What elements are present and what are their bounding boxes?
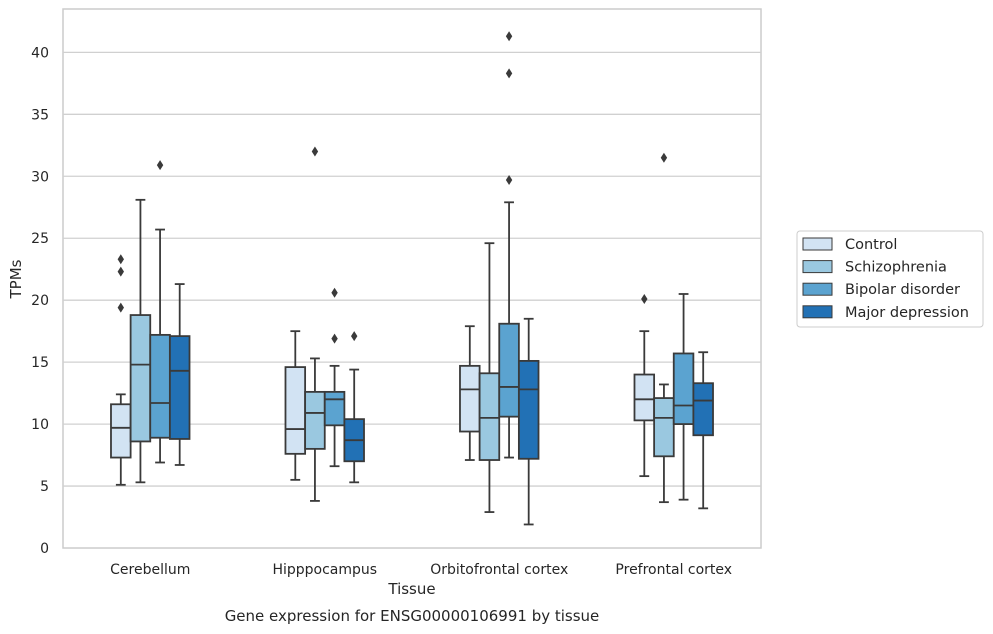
box-bipolar-disorder: [672, 293, 695, 501]
y-tick-label: 30: [31, 169, 49, 185]
x-axis-label: Tissue: [387, 580, 435, 598]
box-major-depression: [343, 331, 365, 484]
outlier-point: [117, 254, 125, 265]
y-axis-ticks: 0 5 10 15 20 25 30 35 40: [31, 45, 49, 557]
x-axis-ticks: Cerebellum Hipppocampus Orbitofrontal cort…: [110, 562, 732, 578]
legend-label: Control: [845, 237, 897, 253]
legend: Control Schizophrenia Bipolar disorder Majo…: [796, 230, 984, 328]
box-iqr: [653, 397, 675, 458]
box-schizophrenia: [653, 152, 675, 504]
legend-label: Major depression: [845, 305, 969, 321]
legend-label: Schizophrenia: [845, 260, 947, 276]
y-tick-label: 35: [31, 107, 49, 123]
y-tick-label: 25: [31, 231, 49, 247]
box-iqr: [323, 390, 346, 427]
box-bipolar-disorder: [498, 31, 520, 459]
plot-area: [62, 8, 762, 549]
outlier-point: [641, 293, 648, 304]
box-bipolar-disorder: [323, 287, 346, 468]
y-tick-label: 5: [40, 479, 49, 495]
box-iqr: [459, 364, 481, 433]
x-tick-label: Prefrontal cortex: [615, 562, 732, 578]
y-tick-label: 15: [31, 355, 49, 371]
outlier-point: [331, 287, 338, 298]
outlier-point: [505, 174, 513, 185]
box-iqr: [672, 352, 695, 425]
outlier-point: [505, 68, 513, 79]
outlier-point: [331, 333, 338, 344]
y-tick-label: 0: [40, 541, 49, 557]
legend-swatch: [802, 282, 833, 296]
legend-swatch: [802, 260, 833, 274]
box-iqr: [633, 373, 656, 422]
box-groups: [110, 31, 714, 526]
box-iqr: [517, 359, 540, 460]
box-iqr: [478, 372, 501, 461]
legend-frame: [796, 230, 984, 328]
box-major-depression: [168, 283, 191, 466]
x-tick-label: Cerebellum: [110, 562, 190, 578]
box-iqr: [110, 403, 132, 459]
box-iqr: [168, 335, 191, 440]
outlier-point: [311, 146, 319, 157]
box-control: [459, 325, 481, 461]
box-iqr: [498, 322, 520, 418]
box-iqr: [284, 366, 307, 455]
outlier-point: [156, 160, 164, 171]
box-control: [110, 254, 132, 486]
outlier-point: [117, 266, 125, 277]
box-schizophrenia: [478, 242, 501, 513]
box-iqr: [304, 390, 326, 450]
chart-caption: Gene expression for ENSG00000106991 by t…: [225, 607, 600, 625]
outlier-point: [660, 152, 668, 163]
box-iqr: [149, 333, 171, 439]
box-major-depression: [692, 351, 714, 510]
x-tick-label: Hipppocampus: [272, 562, 377, 578]
y-tick-label: 40: [31, 45, 49, 61]
box-major-depression: [517, 317, 540, 526]
y-axis-label: TPMs: [7, 259, 25, 299]
box-iqr: [129, 314, 152, 443]
legend-swatch: [802, 305, 833, 319]
outlier-point: [350, 331, 358, 342]
box-control: [284, 330, 307, 481]
box-iqr: [692, 382, 714, 437]
outlier-point: [505, 31, 513, 42]
y-tick-label: 20: [31, 293, 49, 309]
y-tick-label: 10: [31, 417, 49, 433]
box-schizophrenia: [129, 198, 152, 484]
legend-label: Bipolar disorder: [845, 282, 960, 298]
x-tick-label: Orbitofrontal cortex: [430, 562, 568, 578]
legend-swatch: [802, 237, 833, 251]
outlier-point: [117, 302, 125, 313]
